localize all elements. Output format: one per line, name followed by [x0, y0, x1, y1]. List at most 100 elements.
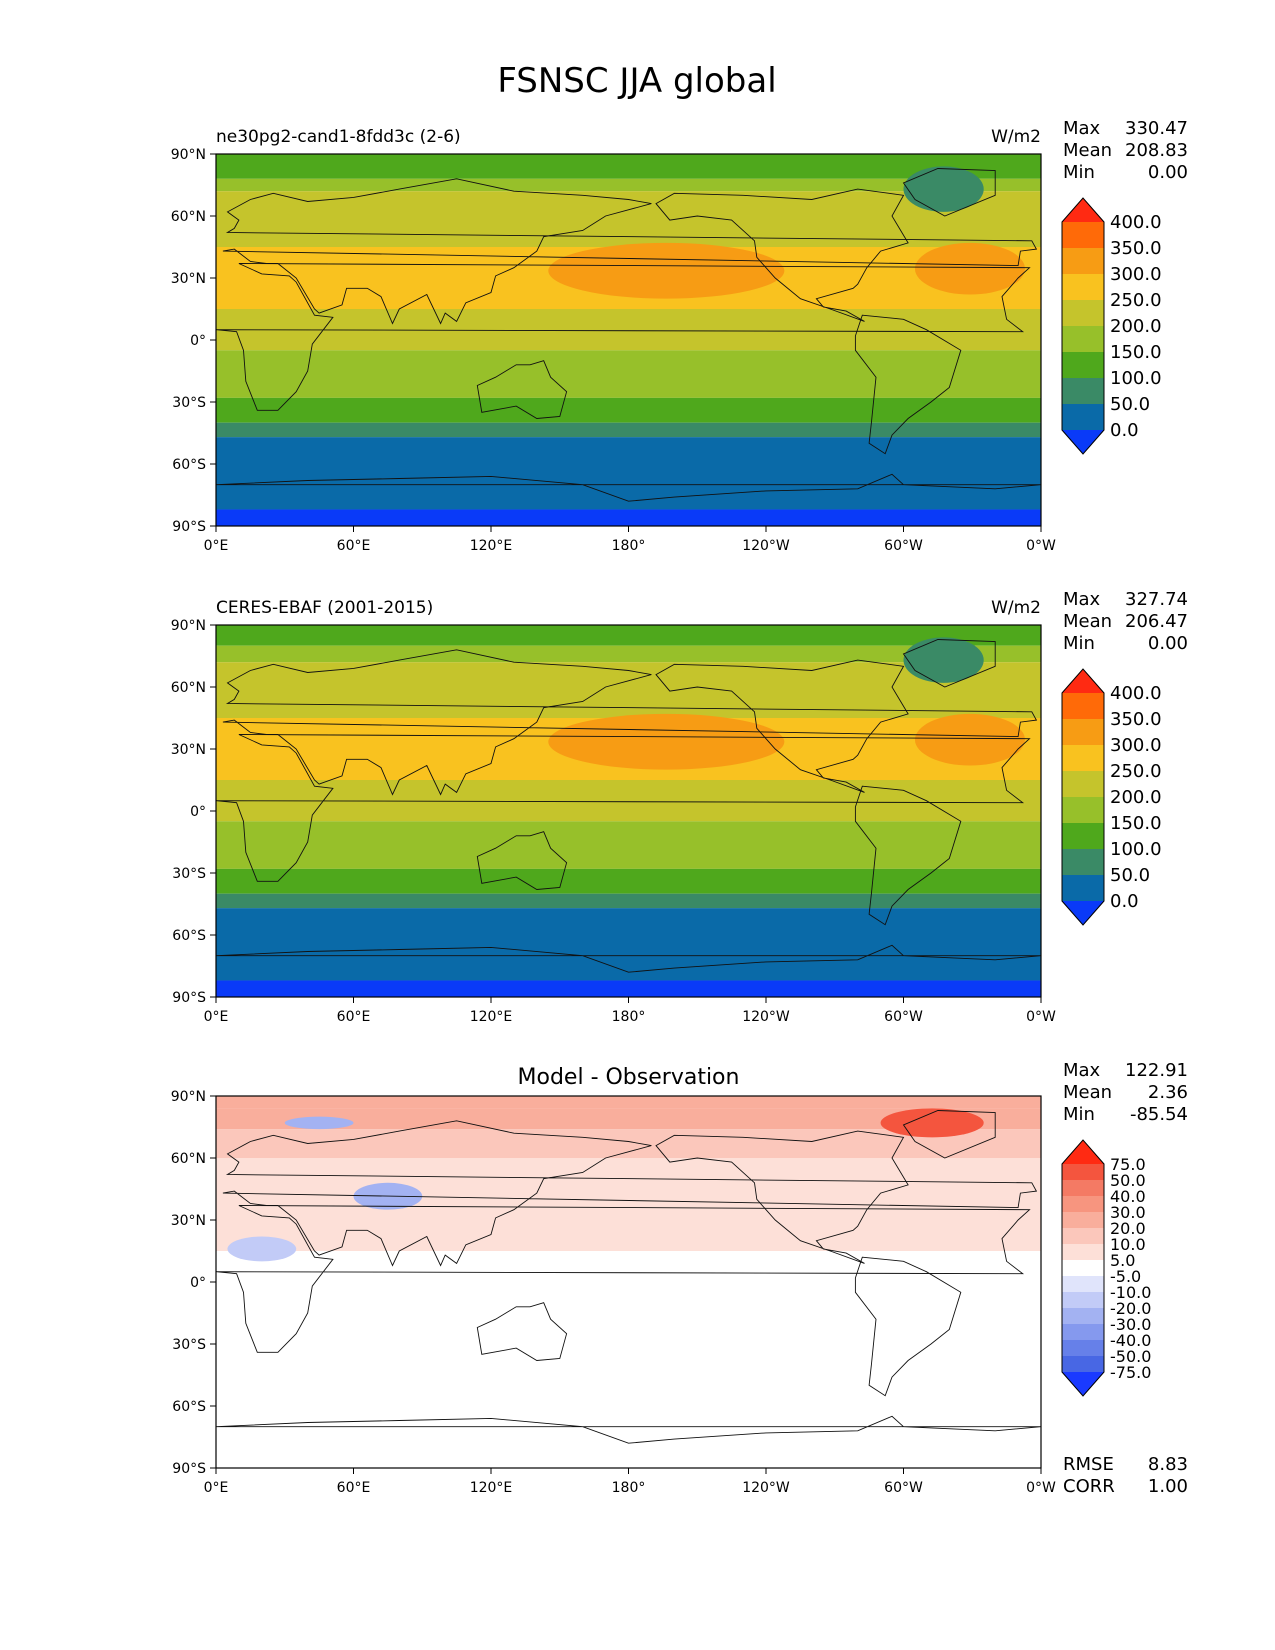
- lat-tick-label: 90°N: [171, 1089, 206, 1105]
- lat-tick-label: 0°: [190, 1275, 206, 1291]
- stat-value: -85.54: [1130, 1104, 1188, 1125]
- stat-label: Mean: [1063, 611, 1112, 632]
- units-label: W/m2: [991, 598, 1041, 618]
- zonal-band: [216, 371, 1041, 398]
- stat-value: 208.83: [1125, 140, 1188, 161]
- coastline-south-america: [854, 785, 962, 926]
- colorbar-segment: [1062, 1340, 1104, 1357]
- colorbar-segment: [1062, 378, 1104, 405]
- stat-value: 206.47: [1125, 611, 1188, 632]
- lon-tick-label: 180°: [612, 538, 646, 554]
- coastline-africa: [216, 1205, 1031, 1353]
- colorbar-label: 50.0: [1110, 865, 1150, 886]
- colorbar-label: -75.0: [1110, 1363, 1151, 1382]
- panel-1: 90°N 60°N 30°N 0° 30°S 60°S 90°S 0°E 60°E 120°E 18…: [0, 118, 1188, 554]
- coastline-australia: [476, 1302, 568, 1361]
- colorbar-segment: [1062, 1196, 1104, 1213]
- lat-tick-label: 90°N: [171, 147, 206, 163]
- colorbar-label: 5.0: [1110, 1251, 1135, 1270]
- zonal-band: [216, 645, 1041, 663]
- lon-tick-label: 60°E: [337, 1009, 371, 1025]
- stat-label: Max: [1063, 589, 1101, 610]
- stat-value: 2.36: [1148, 1082, 1188, 1103]
- zonal-band: [216, 350, 1041, 371]
- coastline-north-america-wrap: [0, 1131, 83, 1263]
- lat-tick-label: 60°N: [171, 680, 206, 696]
- lon-tick-label: 60°W: [884, 1009, 923, 1025]
- colorbar-segment: [1062, 274, 1104, 301]
- lat-tick-label: 90°S: [172, 1461, 206, 1477]
- colorbar-segment: [1062, 745, 1104, 772]
- colorbar-extend-top: [1062, 1140, 1104, 1164]
- colorbar-label: 40.0: [1110, 1187, 1146, 1206]
- lon-tick-label: 120°W: [742, 538, 790, 554]
- lon-tick-label: 180°: [612, 1009, 646, 1025]
- lat-tick-label: 0°: [190, 333, 206, 349]
- coastline-europe-asia: [222, 178, 1038, 325]
- colorbar-label: 300.0: [1110, 735, 1162, 756]
- panel-2: 90°N 60°N 30°N 0° 30°S 60°S 90°S 0°E 60°E 120°E 18…: [0, 589, 1188, 1025]
- colorbar-segment: [1062, 1164, 1104, 1181]
- colorbar-label: 0.0: [1110, 891, 1139, 912]
- stat-value: 122.91: [1125, 1060, 1188, 1081]
- colorbar-segment: [1062, 326, 1104, 353]
- lon-tick-label: 0°W: [1026, 1009, 1056, 1025]
- colorbar-label: 100.0: [1110, 368, 1162, 389]
- colorbar-segment: [1062, 875, 1104, 902]
- lon-tick-label: 120°W: [742, 1480, 790, 1496]
- colorbar-extend-bottom: [1062, 901, 1104, 925]
- stat-value: 0.00: [1148, 162, 1188, 183]
- lat-tick-label: 30°N: [171, 1213, 206, 1229]
- stat-label: RMSE: [1063, 1454, 1114, 1475]
- colorbar-label: 200.0: [1110, 787, 1162, 808]
- lat-tick-label: 90°S: [172, 990, 206, 1006]
- stat-value: 327.74: [1125, 589, 1188, 610]
- panel-subtitle: Model - Observation: [518, 1065, 740, 1090]
- colorbar-segment: [1062, 1244, 1104, 1261]
- colorbar-segment: [1062, 849, 1104, 876]
- lon-tick-label: 0°E: [204, 1480, 229, 1496]
- coastline-europe-asia: [222, 1120, 1038, 1267]
- colorbar-label: -40.0: [1110, 1331, 1151, 1350]
- colorbar: 400.0 350.0 300.0 250.0 200.0 150.0 100.0 50.0 0…: [1061, 197, 1162, 455]
- colorbar-segment: [1062, 1276, 1104, 1293]
- north-pacific-high: [548, 242, 785, 299]
- colorbar-extend-bottom: [1062, 1372, 1104, 1396]
- lat-tick-label: 60°S: [172, 457, 206, 473]
- colorbar-segment: [1062, 771, 1104, 798]
- stat-value: 330.47: [1125, 118, 1188, 139]
- coastline-australia: [476, 831, 568, 890]
- coastline-europe-asia-wrap: [0, 650, 211, 795]
- colorbar-label: 250.0: [1110, 290, 1162, 311]
- stat-label: Min: [1063, 162, 1095, 183]
- zonal-band: [216, 842, 1041, 869]
- lat-tick-label: 60°N: [171, 1151, 206, 1167]
- colorbar-label: 10.0: [1110, 1235, 1146, 1254]
- colorbar-segment: [1062, 693, 1104, 720]
- lat-tick-label: 30°S: [172, 866, 206, 882]
- colorbar-label: 100.0: [1110, 839, 1162, 860]
- zonal-band: [216, 625, 1041, 646]
- colorbar-segment: [1062, 1356, 1104, 1373]
- zonal-band: [216, 1096, 1041, 1109]
- colorbar-segment: [1062, 1212, 1104, 1229]
- greenland-low: [903, 637, 984, 683]
- panels: 90°N 60°N 30°N 0° 30°S 60°S 90°S 0°E 60°E 120°E 18…: [0, 118, 1188, 1497]
- colorbar-segment: [1062, 1292, 1104, 1309]
- colorbar: 400.0 350.0 300.0 250.0 200.0 150.0 100.0 50.0 0…: [1061, 668, 1162, 926]
- coastline-north-america: [655, 188, 909, 322]
- colorbar-segment: [1062, 1228, 1104, 1245]
- zonal-band: [216, 1251, 1041, 1468]
- zonal-band: [216, 980, 1041, 997]
- colorbar-extend-top: [1062, 669, 1104, 693]
- coastline-north-america: [655, 659, 909, 793]
- coastline-antarctica: [216, 1415, 1041, 1444]
- colorbar-label: 50.0: [1110, 394, 1150, 415]
- zonal-band: [216, 868, 1041, 894]
- coastline-north-america-wrap: [0, 189, 83, 321]
- lon-tick-label: 120°W: [742, 1009, 790, 1025]
- colorbar-label: 0.0: [1110, 420, 1139, 441]
- coastline-south-america: [854, 314, 962, 455]
- coastline-europe-asia-wrap: [0, 179, 211, 324]
- lat-tick-label: 90°N: [171, 618, 206, 634]
